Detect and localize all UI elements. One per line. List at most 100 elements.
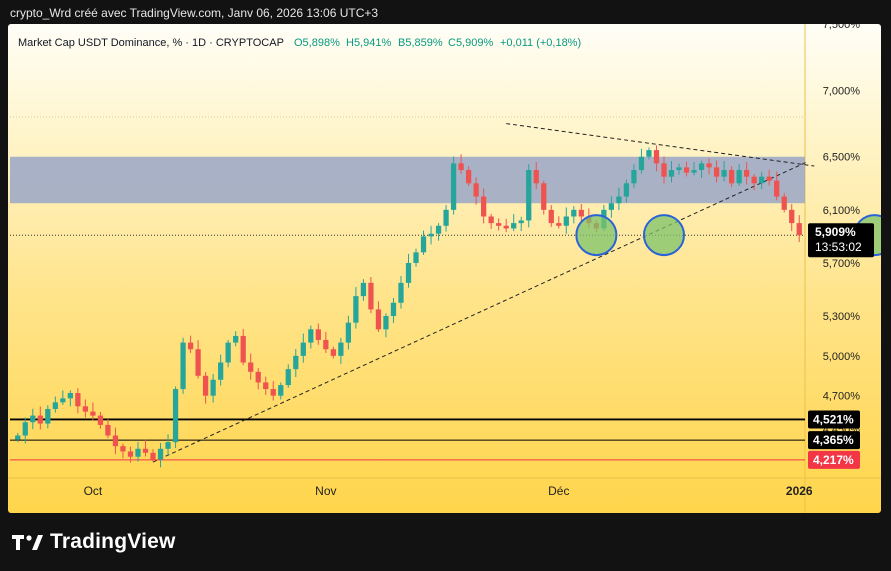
legend-close: C5,909% [448,37,493,49]
candle-body [120,446,126,452]
candle-body [383,316,389,330]
legend-change: +0,011 (+0,18%) [500,37,581,49]
candle-body [210,379,216,396]
candle-body [796,223,802,236]
candle-body [473,183,479,197]
candle-body [90,411,96,416]
candle-body [481,196,487,217]
candle-body [135,448,141,457]
candle-body [744,170,750,177]
candle-body [450,163,457,210]
level-price-label: 4,521% [813,412,854,426]
tradingview-logo[interactable]: TradingView [12,530,176,554]
y-tick-label: 7,500% [823,24,861,31]
candle-body [706,163,712,168]
y-tick-label: 6,500% [823,152,861,164]
candle-body [60,398,66,403]
candle-body [142,448,149,453]
candle-body [616,196,622,204]
level-price-badge [808,431,860,450]
candle-body [774,180,780,197]
candle-body [338,342,344,356]
chart-area[interactable]: 7,500% 7,000% 6,500% 6,100% 5,700% 5,300% 5,00… [8,24,881,513]
candle-body [360,282,367,297]
candle-body [503,225,509,229]
y-tick-label: 5,000% [823,351,861,363]
candle-body [187,342,194,350]
level-price-badge [808,450,860,469]
candle-body [646,150,652,157]
price-chart[interactable]: 7,500% 7,000% 6,500% 6,100% 5,700% 5,300% 5,00… [8,24,881,513]
candle-body [428,233,434,237]
tradingview-logo-text: TradingView [50,530,176,553]
candle-body [563,216,569,226]
candle-body [263,382,269,390]
candle-body [150,452,156,460]
candle-body [82,406,89,412]
candle-body [112,435,119,447]
candle-body [488,216,494,224]
candle-body [368,282,374,310]
y-tick-label: 5,300% [823,311,861,323]
candle-body [398,282,404,303]
candle-body [638,156,645,171]
y-tick-label: 5,700% [823,258,861,270]
legend-high: H5,941% [346,37,391,49]
candle-body [458,163,464,171]
candle-body [248,362,254,372]
candle-body [683,167,690,173]
candle-body [766,176,772,181]
candle-body [172,389,179,443]
candle-body [323,339,329,350]
candle-body [127,451,134,457]
candle-body [67,393,73,399]
candle-body [571,209,577,217]
candle-body [105,424,111,436]
x-tick-label: Déc [548,484,569,498]
highlight-circle[interactable] [575,214,618,257]
candle-body [413,252,419,263]
candle-body [443,209,449,226]
y-tick-label: 4,700% [823,391,861,403]
legend-low: B5,859% [398,37,443,49]
candle-body [435,225,442,234]
candle-body [668,170,675,177]
candle-body [285,369,291,386]
level-price-badge [808,410,860,429]
y-tick-label: 7,000% [823,85,861,97]
candle-body [165,442,171,449]
level-price-label: 4,217% [813,453,854,467]
candle-body [511,223,517,229]
candle-body [45,408,51,424]
trendline[interactable] [506,123,815,167]
highlight-circle[interactable] [642,214,685,257]
x-tick-label: Oct [84,484,103,498]
candle-body [420,236,427,253]
candle-body [278,385,284,396]
candle-body [15,435,21,440]
candle-body [180,342,186,390]
current-price-badge [808,223,874,258]
candle-body [202,375,209,396]
legend-open: O5,898% [294,37,340,49]
candle-body [631,170,637,184]
candle-body [233,335,239,343]
candle-body [300,342,306,356]
resistance-zone [10,156,805,204]
candle-body [548,209,554,224]
candle-body [676,167,682,171]
tradingview-logo-icon [12,535,43,550]
candle-body [308,329,314,343]
candle-body [375,309,382,330]
candle-body [496,223,502,226]
candle-body [157,448,164,460]
candle-body [52,402,58,409]
candle-body [556,223,562,226]
candle-body [623,183,630,197]
candle-body [789,209,795,224]
trendline[interactable] [152,161,807,463]
candle-body [759,176,765,184]
legend-symbol: Market Cap USDT Dominance, % · 1D · CRYP… [18,37,284,49]
candle-body [37,415,43,424]
countdown-label: 13:53:02 [815,240,862,254]
